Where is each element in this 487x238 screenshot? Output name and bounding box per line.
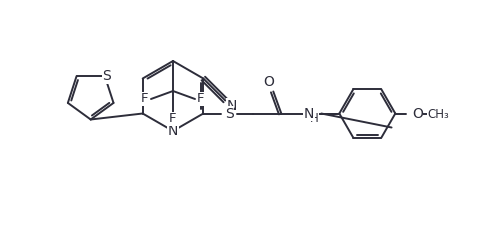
Text: F: F: [169, 113, 177, 125]
Text: N: N: [227, 99, 238, 113]
Text: N: N: [304, 106, 315, 120]
Text: S: S: [225, 106, 234, 120]
Text: CH₃: CH₃: [428, 108, 449, 121]
Text: F: F: [197, 93, 205, 105]
Text: H: H: [310, 112, 318, 125]
Text: O: O: [412, 106, 423, 120]
Text: N: N: [168, 124, 178, 138]
Text: S: S: [102, 69, 111, 83]
Text: F: F: [141, 93, 149, 105]
Text: O: O: [263, 75, 274, 89]
